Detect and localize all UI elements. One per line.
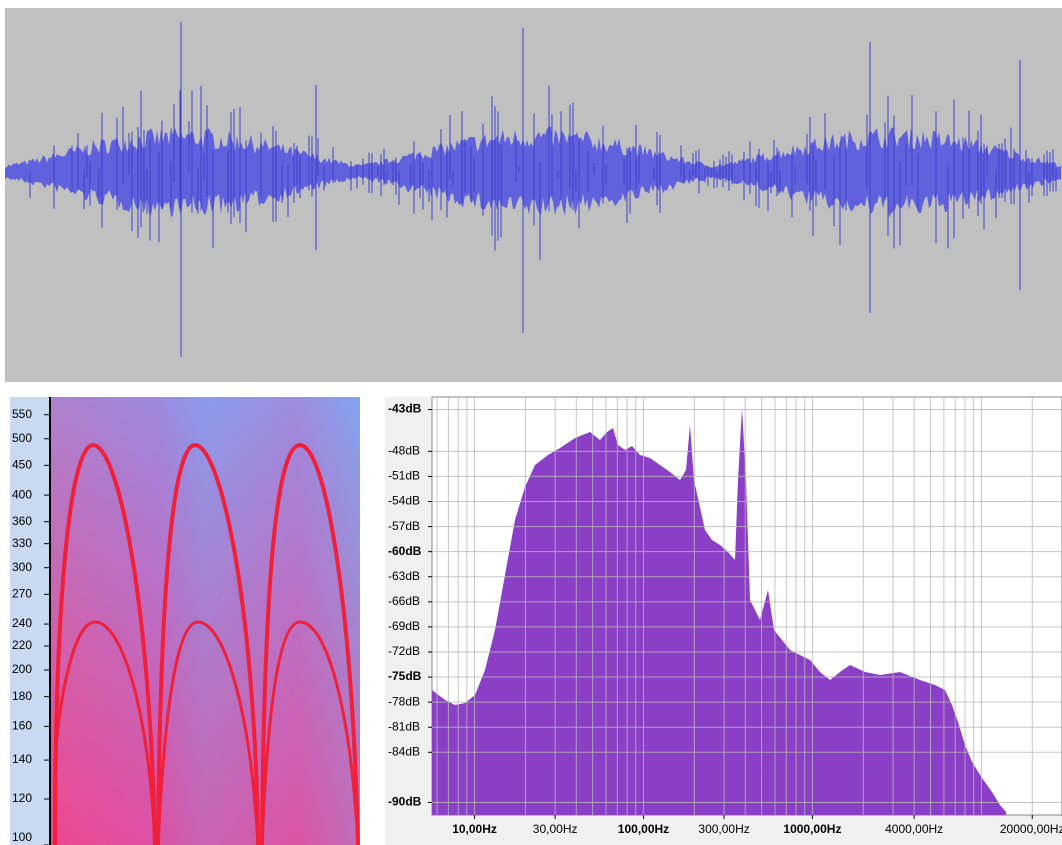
y-tick-label: -43dB — [388, 402, 422, 416]
spectrum-grid — [432, 397, 1062, 815]
waveform-body — [5, 126, 1061, 218]
y-tick-label: 140 — [12, 752, 32, 766]
arc — [53, 620, 157, 845]
x-tick-label: 10,00Hz — [452, 822, 497, 836]
y-tick-label: -81dB — [388, 719, 420, 733]
y-tick-label: -78dB — [388, 694, 420, 708]
y-tick-label: 160 — [12, 719, 32, 733]
y-tick-label: -66dB — [388, 594, 420, 608]
y-tick-label: -84dB — [388, 744, 420, 758]
y-tick-label: 450 — [12, 458, 32, 472]
y-tick-label: -69dB — [388, 619, 420, 633]
y-tick-label: 330 — [12, 536, 32, 550]
waveform — [5, 22, 1061, 357]
x-tick-label: 4000,00Hz — [885, 822, 943, 836]
y-tick-label: 270 — [12, 586, 32, 600]
y-tick-label: -90dB — [388, 795, 422, 809]
y-tick-label: 200 — [12, 662, 32, 676]
spectrogram-arcs — [53, 442, 360, 845]
arc — [156, 442, 260, 845]
y-tick-label: -60dB — [388, 544, 422, 558]
y-tick-label: 550 — [12, 407, 32, 421]
x-tick-label: 100,00Hz — [618, 822, 669, 836]
waveform-spikes — [29, 22, 1057, 357]
spectrogram-ruler — [10, 397, 50, 845]
spectrogram-shade — [50, 397, 360, 845]
y-tick-label: 220 — [12, 638, 32, 652]
y-tick-label: 120 — [12, 791, 32, 805]
y-tick-label: 400 — [12, 487, 32, 501]
y-tick-label: 100 — [12, 830, 32, 844]
y-tick-label: -63dB — [388, 569, 420, 583]
y-tick-label: -57dB — [388, 519, 420, 533]
x-tick-label: 300,00Hz — [698, 822, 749, 836]
y-tick-label: -48dB — [388, 444, 420, 458]
x-tick-label: 1000,00Hz — [783, 822, 841, 836]
y-tick-label: -72dB — [388, 644, 420, 658]
arc — [53, 442, 157, 845]
arc — [260, 620, 360, 845]
spectrum-fill — [432, 408, 1006, 815]
y-tick-label: 240 — [12, 616, 32, 630]
arc — [156, 620, 260, 845]
x-tick-label: 20000,00Hz — [1000, 822, 1062, 836]
y-tick-label: -54dB — [388, 494, 420, 508]
arc — [260, 442, 360, 845]
y-tick-label: -75dB — [388, 669, 422, 683]
y-tick-label: 180 — [12, 689, 32, 703]
x-tick-label: 30,00Hz — [533, 822, 578, 836]
y-tick-label: -51dB — [388, 469, 420, 483]
y-tick-label: 500 — [12, 431, 32, 445]
y-tick-label: 300 — [12, 560, 32, 574]
y-tick-label: 360 — [12, 514, 32, 528]
